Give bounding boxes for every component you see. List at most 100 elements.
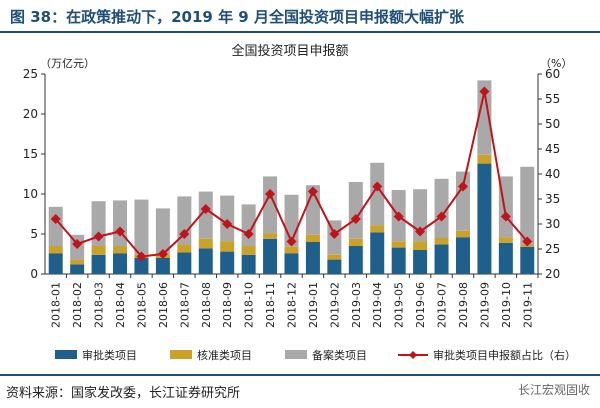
bar — [113, 253, 128, 274]
bar — [48, 206, 63, 246]
y-tick-label: 25 — [23, 67, 38, 81]
bar — [48, 246, 63, 254]
bar — [391, 241, 406, 248]
y-tick-label: 0 — [30, 267, 38, 281]
y2-tick-label: 55 — [545, 92, 560, 106]
bar — [455, 230, 470, 238]
bar — [370, 225, 385, 233]
ratio-point — [436, 211, 447, 222]
x-tick-label: 2018-03 — [93, 282, 106, 328]
bar — [263, 238, 278, 274]
legend-swatch — [170, 350, 192, 359]
bar — [284, 253, 299, 274]
bar — [327, 254, 342, 260]
x-tick-label: 2019-08 — [457, 282, 470, 328]
y-tick-label: 10 — [23, 187, 38, 201]
bar — [91, 254, 106, 274]
ratio-point — [393, 211, 404, 222]
bar — [520, 166, 535, 245]
y2-axis-label: （%） — [540, 57, 572, 70]
x-tick-label: 2019-06 — [414, 282, 427, 328]
ratio-point — [200, 204, 211, 214]
figure-title: 图 38：在政策推动下，2019 年 9 月全国投资项目申报额大幅扩张 — [10, 8, 464, 26]
bar — [455, 171, 470, 231]
x-tick-label: 2018-02 — [71, 282, 84, 328]
bar — [177, 244, 192, 253]
source-rule — [0, 374, 600, 376]
x-tick-label: 2018-08 — [200, 282, 213, 328]
title-rule — [0, 31, 600, 33]
bar — [413, 241, 428, 250]
y2-tick-label: 30 — [545, 217, 560, 231]
bar — [241, 204, 256, 246]
x-tick-label: 2018-04 — [114, 282, 127, 328]
bar — [48, 253, 63, 274]
bar — [348, 246, 363, 274]
bar — [198, 238, 213, 249]
y-axis-label: （万亿元） — [40, 57, 95, 70]
bar — [477, 154, 492, 164]
bar — [70, 259, 85, 265]
bar — [263, 233, 278, 239]
ratio-point — [265, 189, 276, 199]
y2-tick-label: 45 — [545, 142, 560, 156]
x-tick-label: 2019-04 — [371, 282, 384, 328]
bar — [263, 176, 278, 234]
x-tick-label: 2018-07 — [178, 282, 191, 328]
bar — [391, 247, 406, 274]
bar — [134, 199, 149, 255]
ratio-point — [72, 239, 83, 249]
legend-marker — [409, 351, 417, 359]
x-tick-label: 2019-05 — [393, 282, 406, 328]
x-tick-label: 2019-09 — [478, 282, 491, 328]
bar — [155, 208, 170, 255]
x-tick-label: 2018-01 — [50, 282, 63, 328]
bar — [113, 246, 128, 254]
ratio-point — [415, 226, 426, 237]
x-tick-label: 2018-12 — [286, 282, 299, 328]
bar — [220, 251, 235, 274]
legend-label: 备案类项目 — [312, 348, 367, 362]
bar — [434, 178, 449, 238]
bar — [220, 195, 235, 242]
ratio-point — [479, 86, 490, 97]
bar — [305, 242, 320, 274]
ratio-point — [350, 214, 361, 224]
x-tick-label: 2018-10 — [243, 282, 256, 328]
bar — [348, 238, 363, 246]
bar — [177, 196, 192, 245]
legend-label: 审批类项目 — [82, 348, 137, 362]
source-note: 资料来源：国家发改委，长江证券研究所 — [6, 386, 241, 401]
ratio-point — [93, 231, 104, 242]
bar — [498, 237, 513, 243]
ratio-point — [243, 229, 254, 239]
y2-tick-label: 60 — [545, 67, 560, 81]
bar — [413, 250, 428, 274]
ratio-point — [372, 181, 383, 192]
ratio-point — [522, 236, 533, 247]
x-tick-label: 2019-01 — [307, 282, 320, 328]
bar — [284, 246, 299, 254]
x-tick-label: 2019-10 — [500, 282, 513, 328]
ratio-point — [286, 236, 297, 247]
ratio-point — [329, 229, 340, 239]
bar — [177, 252, 192, 274]
y2-tick-label: 40 — [545, 167, 560, 181]
x-tick-label: 2019-07 — [436, 282, 449, 328]
bar — [198, 191, 213, 239]
x-tick-label: 2019-02 — [328, 282, 341, 328]
bar — [434, 244, 449, 274]
ratio-point — [115, 226, 126, 237]
bar — [370, 232, 385, 274]
bar — [70, 264, 85, 274]
ratio-point — [457, 181, 468, 192]
ratio-point — [222, 219, 233, 229]
y2-tick-label: 35 — [545, 192, 560, 206]
y2-tick-label: 20 — [545, 267, 560, 281]
bar — [498, 242, 513, 274]
x-tick-label: 2019-11 — [521, 282, 534, 328]
bar — [241, 246, 256, 255]
watermark: 长江宏观固收 — [517, 383, 590, 397]
legend-swatch — [285, 350, 307, 359]
